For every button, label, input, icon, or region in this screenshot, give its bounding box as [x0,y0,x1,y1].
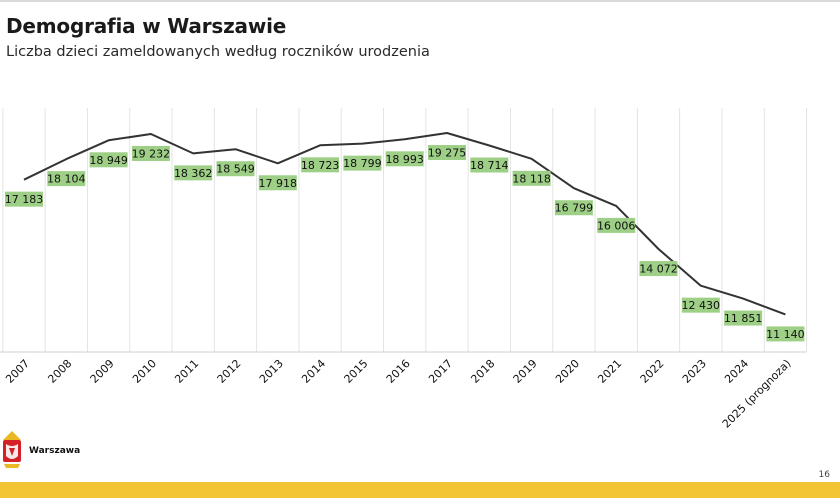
data-label: 18 362 [174,167,213,180]
data-label-box [724,310,763,326]
data-label: 19 275 [428,147,467,160]
data-label: 18 993 [385,153,424,166]
x-tick-label: 2023 [680,357,709,386]
x-tick-label: 2016 [384,357,413,386]
warsaw-coat-of-arms-icon [3,431,21,468]
x-tick-label: 2021 [595,357,624,386]
x-tick-label: 2015 [342,357,371,386]
x-tick-label: 2009 [88,357,117,386]
x-tick-label: 2018 [468,357,497,386]
x-tick-label: 2011 [172,357,201,386]
x-tick-label: 2017 [426,357,455,386]
x-tick-label: 2020 [553,357,582,386]
page-title: Demografia w Warszawie [6,14,287,38]
data-label-box [470,157,509,173]
x-tick-label: 2007 [3,357,32,386]
data-label-box [47,171,86,187]
data-label-box [554,200,593,216]
data-label-box [89,152,128,168]
x-tick-label: 2008 [45,357,74,386]
data-label-box [131,145,170,161]
x-tick-label: 2013 [257,357,286,386]
data-label: 18 799 [343,157,382,170]
x-tick-label: 2024 [722,357,751,386]
data-label-box [5,191,43,207]
data-label-box [301,157,340,173]
data-label: 16 799 [555,202,594,215]
footer-bar [0,482,840,498]
data-label: 18 118 [512,172,551,185]
data-label: 18 549 [216,163,255,176]
data-label: 18 104 [47,173,86,186]
data-label-box [343,155,382,171]
data-label-box [174,165,213,181]
data-label-box [681,297,720,313]
data-label: 19 232 [132,147,171,160]
data-label: 17 183 [5,193,44,206]
data-label-box [639,261,678,277]
data-label: 16 006 [597,219,636,232]
x-tick-label: 2022 [638,357,667,386]
data-label-box [512,170,551,186]
page-number: 16 [818,470,830,480]
x-tick-label: 2010 [130,357,159,386]
x-tick-label: 2012 [215,357,244,386]
data-label: 11 140 [766,328,805,341]
data-label: 17 918 [259,177,298,190]
data-label: 18 723 [301,159,340,172]
data-label-box [385,151,424,167]
data-label: 18 714 [470,159,509,172]
x-tick-label: 2019 [511,357,540,386]
data-label-box [428,145,466,161]
data-label: 14 072 [639,263,678,276]
data-label-box [597,217,636,233]
data-label-box [766,326,805,342]
x-tick-label: 2014 [299,357,328,386]
page-subtitle: Liczba dzieci zameldowanych według roczn… [6,44,430,60]
series-line [23,132,786,316]
logo-text: Warszawa [29,446,81,456]
data-label-box [216,161,255,177]
data-label: 18 949 [89,154,128,167]
data-label-box [258,175,297,191]
top-rule [0,0,840,2]
data-label: 11 851 [724,312,763,325]
data-label: 12 430 [682,299,721,312]
